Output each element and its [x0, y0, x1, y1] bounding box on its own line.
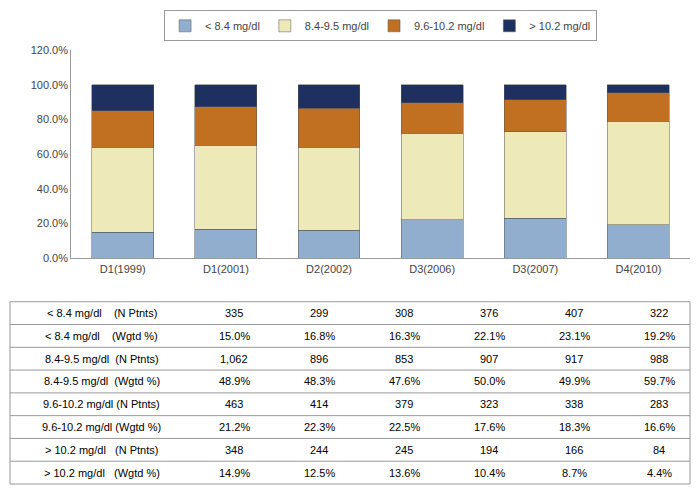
svg-text:14.9%: 14.9%: [219, 467, 250, 479]
svg-text:D3(2007): D3(2007): [512, 263, 558, 275]
svg-text:> 10.2 mg/dl (Wgtd %): > 10.2 mg/dl (Wgtd %): [44, 467, 160, 479]
svg-text:60.0%: 60.0%: [37, 148, 68, 160]
svg-text:463: 463: [225, 398, 243, 410]
svg-text:407: 407: [565, 307, 583, 319]
svg-text:< 8.4 mg/dl: < 8.4 mg/dl: [205, 20, 260, 32]
svg-text:376: 376: [480, 307, 498, 319]
svg-text:0.0%: 0.0%: [43, 252, 68, 264]
svg-text:80.0%: 80.0%: [37, 113, 68, 125]
svg-text:40.0%: 40.0%: [37, 183, 68, 195]
svg-text:< 8.4 mg/dl (Wgtd %): < 8.4 mg/dl (Wgtd %): [45, 330, 158, 342]
svg-text:16.6%: 16.6%: [644, 421, 675, 433]
svg-text:9.6-10.2 mg/dl (N Ptnts): 9.6-10.2 mg/dl (N Ptnts): [43, 398, 160, 410]
svg-text:244: 244: [310, 444, 328, 456]
svg-text:9.6-10.2 mg/dl (Wgtd %): 9.6-10.2 mg/dl (Wgtd %): [42, 421, 161, 433]
svg-text:335: 335: [225, 307, 243, 319]
svg-text:19.2%: 19.2%: [644, 330, 675, 342]
svg-text:84: 84: [653, 444, 665, 456]
svg-text:8.7%: 8.7%: [562, 467, 587, 479]
svg-text:988: 988: [650, 353, 668, 365]
svg-text:49.9%: 49.9%: [559, 375, 590, 387]
svg-text:907: 907: [480, 353, 498, 365]
svg-text:22.3%: 22.3%: [304, 421, 335, 433]
svg-text:48.9%: 48.9%: [219, 375, 250, 387]
svg-text:120.0%: 120.0%: [31, 44, 69, 56]
svg-text:8.4-9.5 mg/dl: 8.4-9.5 mg/dl: [305, 20, 369, 32]
svg-text:379: 379: [395, 398, 413, 410]
svg-text:59.7%: 59.7%: [644, 375, 675, 387]
svg-text:21.2%: 21.2%: [219, 421, 250, 433]
svg-text:50.0%: 50.0%: [474, 375, 505, 387]
svg-text:308: 308: [395, 307, 413, 319]
svg-text:283: 283: [650, 398, 668, 410]
svg-text:100.0%: 100.0%: [31, 79, 69, 91]
svg-text:17.6%: 17.6%: [474, 421, 505, 433]
svg-text:323: 323: [480, 398, 498, 410]
svg-text:12.5%: 12.5%: [304, 467, 335, 479]
svg-text:22.1%: 22.1%: [474, 330, 505, 342]
svg-text:> 10.2 mg/dl (N Ptnts): > 10.2 mg/dl (N Ptnts): [45, 444, 158, 456]
svg-text:D4(2010): D4(2010): [616, 263, 662, 275]
svg-text:896: 896: [310, 353, 328, 365]
svg-text:16.3%: 16.3%: [389, 330, 420, 342]
svg-text:853: 853: [395, 353, 413, 365]
svg-text:1,062: 1,062: [220, 353, 248, 365]
svg-text:48.3%: 48.3%: [304, 375, 335, 387]
svg-text:10.4%: 10.4%: [474, 467, 505, 479]
svg-text:47.6%: 47.6%: [389, 375, 420, 387]
svg-text:194: 194: [480, 444, 498, 456]
svg-text:D1(2001): D1(2001): [203, 263, 249, 275]
svg-text:4.4%: 4.4%: [647, 467, 672, 479]
svg-text:8.4-9.5 mg/dl (Wgtd %): 8.4-9.5 mg/dl (Wgtd %): [44, 375, 160, 387]
svg-text:299: 299: [310, 307, 328, 319]
svg-text:D3(2006): D3(2006): [409, 263, 455, 275]
svg-text:348: 348: [225, 444, 243, 456]
svg-text:D1(1999): D1(1999): [100, 263, 146, 275]
svg-text:8.4-9.5 mg/dl (N Ptnts): 8.4-9.5 mg/dl (N Ptnts): [45, 353, 159, 365]
svg-text:917: 917: [565, 353, 583, 365]
svg-text:338: 338: [565, 398, 583, 410]
svg-text:15.0%: 15.0%: [219, 330, 250, 342]
svg-text:> 10.2 mg/dl: > 10.2 mg/dl: [529, 20, 590, 32]
svg-text:166: 166: [565, 444, 583, 456]
svg-text:16.8%: 16.8%: [304, 330, 335, 342]
svg-text:22.5%: 22.5%: [389, 421, 420, 433]
svg-text:13.6%: 13.6%: [389, 467, 420, 479]
svg-text:9.6-10.2 mg/dl: 9.6-10.2 mg/dl: [414, 20, 484, 32]
svg-text:322: 322: [650, 307, 668, 319]
svg-text:18.3%: 18.3%: [559, 421, 590, 433]
svg-text:< 8.4 mg/dl (N Ptnts): < 8.4 mg/dl (N Ptnts): [47, 307, 157, 319]
svg-text:D2(2002): D2(2002): [306, 263, 352, 275]
svg-text:23.1%: 23.1%: [559, 330, 590, 342]
svg-text:245: 245: [395, 444, 413, 456]
svg-text:20.0%: 20.0%: [37, 217, 68, 229]
svg-text:414: 414: [310, 398, 328, 410]
